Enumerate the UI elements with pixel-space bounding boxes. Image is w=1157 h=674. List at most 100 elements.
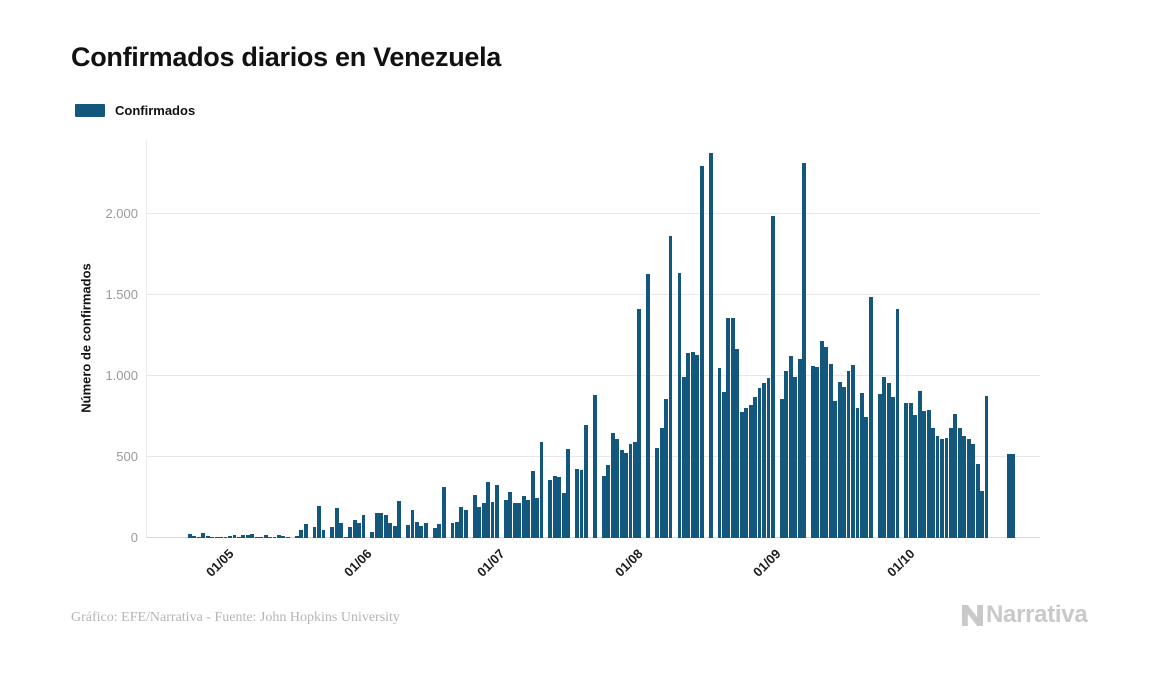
bar-confirmados [681, 377, 686, 538]
bar-confirmados [205, 536, 210, 538]
x-tick-label: 01/08 [612, 546, 646, 580]
bar-confirmados [450, 523, 455, 538]
bar-confirmados [192, 536, 197, 538]
bar-confirmados [254, 537, 259, 538]
y-tick-label: 1.500 [105, 287, 138, 302]
bar-confirmados [944, 438, 949, 538]
bar-confirmados [882, 377, 887, 538]
bar-confirmados [334, 508, 339, 538]
bar-confirmados [708, 152, 713, 538]
bar-confirmados [913, 415, 918, 538]
bar-confirmados [357, 523, 361, 538]
bar-confirmados [646, 273, 651, 538]
y-tick-label: 1.000 [105, 368, 138, 383]
bar-confirmados [584, 424, 588, 538]
bar-confirmados [472, 495, 477, 538]
y-tick-label: 500 [116, 449, 138, 464]
bar-confirmados [219, 537, 224, 538]
bar-confirmados [606, 464, 611, 538]
bar-confirmados [877, 393, 882, 538]
bar-confirmados [975, 464, 980, 538]
bar-confirmados [250, 533, 255, 538]
x-tick-label: 01/05 [202, 546, 237, 580]
bar-confirmados [503, 499, 508, 538]
bar-confirmados [797, 359, 802, 538]
bar-confirmados [232, 534, 237, 538]
bar-confirmados [655, 448, 660, 538]
bar-confirmados [837, 382, 842, 538]
bar-confirmados [842, 386, 847, 538]
bar-confirmados [437, 524, 442, 538]
bar-confirmados [957, 427, 962, 538]
bar-confirmados [317, 505, 321, 538]
bar-confirmados [535, 498, 539, 538]
bar-confirmados [214, 536, 219, 538]
bar-confirmados [891, 396, 895, 538]
bar-confirmados [779, 399, 784, 538]
legend-label: Confirmados [115, 103, 196, 118]
bar-confirmados [236, 537, 241, 538]
bar-confirmados [397, 501, 402, 538]
y-tick-label: 2.000 [105, 206, 138, 221]
narrativa-logo-icon [962, 604, 983, 626]
bar-confirmados [495, 484, 499, 538]
bar-confirmados [619, 450, 624, 538]
bar-confirmados [851, 365, 855, 538]
bar-confirmados [730, 318, 735, 538]
bar-confirmados [352, 520, 357, 538]
bar-confirmados [859, 393, 864, 538]
bar-confirmados [210, 537, 215, 538]
y-axis-line [146, 140, 147, 538]
bar-confirmados [633, 441, 637, 538]
bar-confirmados [423, 523, 428, 538]
bar-confirmados [552, 475, 557, 538]
bar-confirmados [922, 410, 927, 538]
bar-confirmados [392, 525, 397, 538]
bar-confirmados [819, 341, 824, 538]
bar-confirmados [281, 536, 286, 538]
narrativa-logo-text: Narrativa [986, 601, 1088, 628]
source-credit: Gráfico: EFE/Narrativa - Fuente: John Ho… [71, 610, 400, 625]
bar-confirmados [370, 532, 375, 538]
y-tick-label: 0 [130, 530, 138, 545]
bar-confirmados [668, 235, 673, 538]
bar-confirmados [846, 370, 851, 538]
bar-confirmados [196, 537, 201, 538]
bar-confirmados [664, 399, 669, 538]
bar-confirmados [592, 394, 597, 538]
bar-confirmados [285, 537, 290, 538]
bar-confirmados [201, 532, 206, 538]
bar-confirmados [579, 469, 584, 538]
bar-confirmados [984, 396, 989, 538]
bar-confirmados [762, 383, 766, 538]
bar-confirmados [263, 534, 268, 538]
bar-confirmados [624, 453, 628, 538]
bar-confirmados [962, 435, 967, 538]
bar-confirmados [722, 391, 726, 538]
bar-confirmados [330, 527, 335, 538]
bar-confirmados [508, 491, 513, 538]
bar-confirmados [566, 449, 571, 538]
bar-confirmados [917, 390, 922, 538]
bar-confirmados [455, 521, 459, 538]
bar-confirmados [477, 506, 482, 538]
bar-confirmados [575, 469, 580, 538]
bar-confirmados [361, 515, 366, 538]
bar-confirmados [784, 371, 789, 538]
bar-confirmados [517, 502, 522, 538]
bar-confirmados [815, 367, 820, 538]
narrativa-logo: Narrativa [962, 601, 1088, 629]
bar-confirmados [802, 162, 806, 538]
bar-confirmados [766, 378, 771, 538]
bar-confirmados [241, 535, 246, 538]
bar-confirmados [383, 515, 388, 538]
bar-confirmados [757, 388, 762, 538]
bar-confirmados [414, 521, 419, 538]
y-axis-title: Número de confirmados [78, 263, 94, 413]
bar-confirmados [388, 523, 393, 538]
bar-confirmados [299, 530, 304, 538]
bar-confirmados [432, 528, 437, 538]
bar-confirmados [886, 383, 891, 538]
bar-confirmados [833, 400, 838, 538]
bar-confirmados [410, 509, 415, 538]
